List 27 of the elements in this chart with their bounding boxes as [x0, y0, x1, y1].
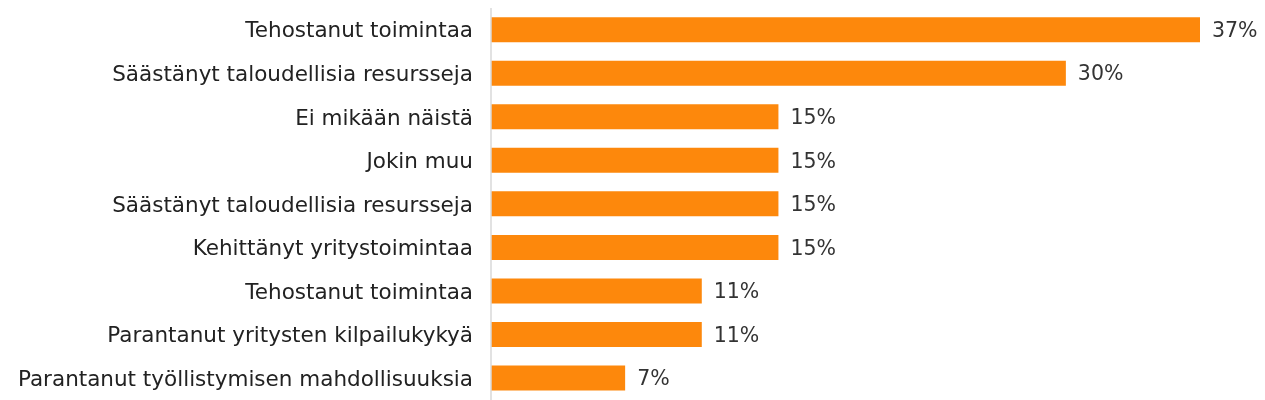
y-tick-label: Säästänyt taloudellisia resursseja — [112, 60, 473, 86]
bar — [491, 104, 779, 130]
data-label: 15% — [790, 105, 837, 130]
data-label: 15% — [790, 148, 837, 173]
data-label: 15% — [790, 192, 837, 217]
data-label: 7% — [637, 366, 670, 391]
bar — [491, 191, 779, 217]
bar — [491, 322, 702, 348]
y-tick-label: Parantanut työllistymisen mahdollisuuksia — [17, 365, 473, 391]
bar — [491, 60, 1066, 86]
data-label: 11% — [713, 279, 760, 304]
y-tick-label: Jokin muu — [364, 148, 473, 174]
y-tick-label: Säästänyt taloudellisia resursseja — [112, 191, 473, 217]
bar — [491, 147, 779, 173]
y-tick-label: Tehostanut toimintaa — [244, 17, 473, 43]
y-tick-label: Tehostanut toimintaa — [244, 278, 473, 304]
bar — [491, 365, 626, 391]
bar — [491, 234, 779, 260]
data-label: 11% — [713, 322, 760, 347]
y-tick-label: Ei mikään näistä — [295, 104, 473, 130]
data-label: 15% — [790, 235, 837, 260]
data-label: 37% — [1212, 17, 1258, 42]
data-label: 30% — [1077, 61, 1124, 86]
y-tick-label: Kehittänyt yritystoimintaa — [192, 235, 473, 261]
bar — [491, 278, 702, 304]
y-tick-label: Parantanut yritysten kilpailukykyä — [107, 322, 473, 348]
bar — [491, 17, 1200, 43]
